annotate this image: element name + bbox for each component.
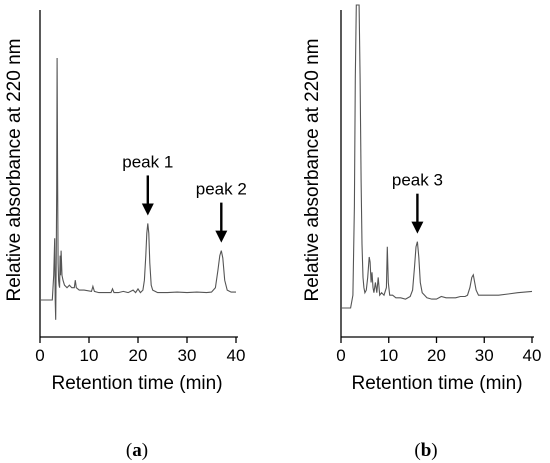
x-ticks: 0 10 20 30 40 — [336, 337, 541, 365]
peak-label: peak 1 — [122, 152, 173, 171]
x-tick-label: 10 — [80, 346, 99, 365]
x-tick-label: 20 — [427, 346, 446, 365]
plot-area — [340, 4, 534, 338]
panel-letter: b — [421, 440, 432, 461]
x-tick-label: 30 — [475, 346, 494, 365]
series-line-0 — [341, 4, 533, 309]
panel-label: (a) — [126, 440, 148, 461]
y-axis-label: Relative absorbance at 220 nm — [302, 39, 323, 302]
x-tick-label: 10 — [379, 346, 398, 365]
peak-annotations: peak 1 peak 2 — [122, 152, 247, 243]
panel-label: (b) — [414, 440, 437, 461]
peak-annotations: peak 3 — [392, 171, 443, 234]
x-tick-label: 40 — [227, 346, 246, 365]
y-axis-label: Relative absorbance at 220 nm — [4, 39, 25, 302]
x-axis-label: Retention time (min) — [51, 373, 222, 394]
x-tick-label: 40 — [523, 346, 542, 365]
peak-label: peak 3 — [392, 171, 443, 190]
chart-panel-a: Relative absorbance at 220 nm 0 10 20 30 40 … — [4, 10, 247, 461]
x-axis-label: Retention time (min) — [351, 373, 522, 394]
plot-area — [39, 10, 238, 338]
x-tick-label: 30 — [178, 346, 197, 365]
x-ticks: 0 10 20 30 40 — [35, 337, 245, 365]
series-line-0 — [40, 57, 236, 320]
x-tick-label: 20 — [129, 346, 148, 365]
x-tick-label: 0 — [336, 346, 345, 365]
peak-arrow-head — [215, 230, 228, 243]
panel-letter: a — [132, 440, 142, 461]
peak-arrow-head — [141, 203, 154, 216]
x-tick-label: 0 — [35, 346, 44, 365]
chart-panel-b: Relative absorbance at 220 nm 0 10 20 30 40 … — [302, 4, 541, 461]
peak-label: peak 2 — [196, 180, 247, 199]
peak-arrow-head — [411, 221, 424, 234]
